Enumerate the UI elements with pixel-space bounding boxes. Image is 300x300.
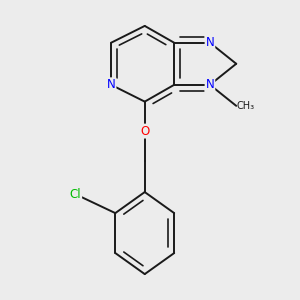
- Text: Cl: Cl: [70, 188, 81, 201]
- Text: N: N: [206, 78, 214, 91]
- Text: CH₃: CH₃: [236, 101, 254, 111]
- Text: N: N: [107, 78, 116, 91]
- Text: N: N: [206, 36, 214, 49]
- Text: O: O: [140, 124, 149, 138]
